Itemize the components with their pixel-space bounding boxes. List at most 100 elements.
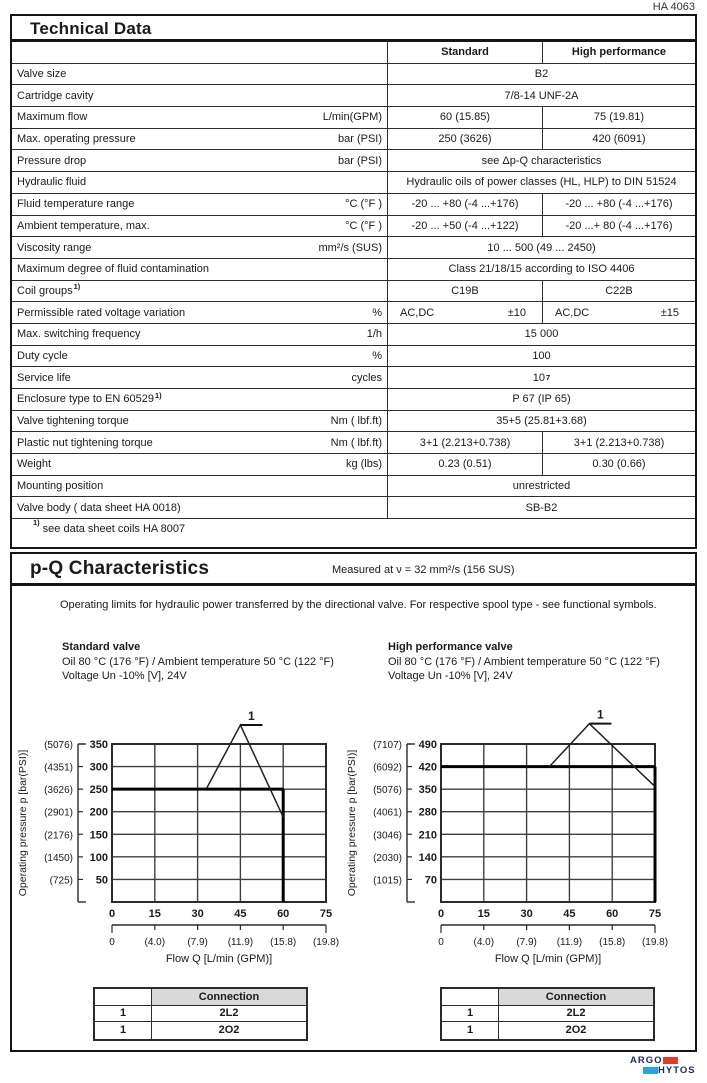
row-label-cell: Max. switching frequency 1/h: [12, 323, 388, 346]
ytick-bar-label: 70: [425, 874, 437, 886]
table-footnote-row: 1) see data sheet coils HA 8007: [12, 519, 695, 548]
row-value-span: unrestricted: [388, 476, 695, 498]
ytick-bar-label: 100: [90, 852, 108, 864]
xtick-gpm-label: (4.0): [474, 937, 495, 948]
row-unit: cycles: [351, 371, 382, 384]
xtick-label: 75: [649, 908, 661, 920]
row-label: Max. operating pressure: [17, 133, 136, 146]
row-label: Enclosure type to EN 605291): [17, 390, 162, 406]
xtick-label: 45: [563, 908, 575, 920]
connection-header-label: Connection: [499, 989, 653, 1006]
table-header-empty-cell: [12, 42, 388, 64]
ytick-psi-label: (1015): [373, 875, 402, 886]
row-label-cell: Ambient temperature, max. °C (°F ): [12, 215, 388, 238]
row-label: Coil groups1): [17, 282, 81, 297]
table-row: Valve size B2: [12, 63, 695, 86]
table-row: Valve tightening torque Nm ( lbf.ft) 35+5 …: [12, 410, 695, 433]
row-unit: Nm ( lbf.ft): [330, 436, 382, 449]
technical-data-title-box: Technical Data: [10, 14, 697, 41]
table-row: Weight kg (lbs) 0.23 (0.51) 0.30 (0.66): [12, 454, 695, 476]
row-value-span: 10 7: [388, 367, 695, 389]
row-label: Hydraulic fluid: [17, 176, 87, 189]
ytick-bar-label: 490: [419, 739, 437, 751]
xtick-gpm-label: (7.9): [187, 937, 208, 948]
xtick-gpm-label: (15.8): [270, 937, 296, 948]
row-label: Viscosity range: [17, 241, 92, 254]
connection-row: 1 2O2: [95, 1022, 306, 1039]
connection-spool-code: 2O2: [565, 1024, 587, 1037]
table-row: Cartridge cavity 7/8-14 UNF-2A: [12, 85, 695, 108]
row-label: Max. switching frequency: [17, 328, 141, 341]
xtick-gpm-label: (19.8): [313, 937, 339, 948]
connection-header-label: Connection: [152, 989, 306, 1006]
connection-header-empty-cell: [95, 989, 152, 1006]
footnote-text: see data sheet coils HA 8007: [42, 523, 186, 536]
table-header-high-performance: High performance: [543, 42, 695, 64]
footnote-marker: 1): [73, 282, 81, 292]
xtick-gpm-label: 0: [438, 937, 444, 948]
xtick-label: 45: [234, 908, 246, 920]
row-value-span: B2: [388, 64, 695, 86]
row-value-standard: 250 (3626): [388, 128, 543, 151]
row-value-standard: -20 ... +80 (-4 ...+176): [388, 193, 543, 216]
connection-spool-code: 2O2: [218, 1024, 240, 1037]
table-row: Service life cycles 10 7: [12, 367, 695, 389]
row-value-high-performance: 0.30 (0.66): [543, 454, 695, 476]
ytick-bar-label: 280: [419, 807, 437, 819]
row-value-high-performance: AC,DC ±15: [543, 302, 695, 324]
row-label: Ambient temperature, max.: [17, 219, 150, 232]
pq-chart-high-performance: 1 490 (7107) 420 (6092) 350 (5076) 280 (4061) 210…: [343, 694, 684, 972]
xtick-gpm-label: (15.8): [599, 937, 625, 948]
row-label: Service life: [17, 371, 71, 384]
table-row: Permissible rated voltage variation% AC,D…: [12, 302, 695, 324]
standard-valve-line1: Oil 80 °C (176 °F) / Ambient temperature…: [62, 655, 334, 668]
section-title-technical-data: Technical Data: [30, 19, 152, 38]
ytick-psi-label: (4351): [44, 763, 73, 774]
row-value-span: see Δp-Q characteristics: [388, 150, 695, 173]
section-title-pq: p-Q Characteristics: [30, 558, 210, 579]
row-unit: °C (°F ): [345, 198, 382, 211]
table-row: Max. switching frequency 1/h 15 000: [12, 323, 695, 346]
pair-left: AC,DC: [555, 306, 590, 319]
table-header-row: Standard High performance: [12, 42, 695, 64]
row-label-cell: Pressure drop bar (PSI): [12, 150, 388, 173]
row-value-span: Class 21/18/15 according to ISO 4406: [388, 259, 695, 281]
ytick-psi-label: (3046): [373, 830, 402, 841]
ytick-psi-label: (6092): [373, 763, 402, 774]
ytick-psi-label: (4061): [373, 808, 402, 819]
ytick-psi-label: (725): [50, 875, 73, 886]
standard-valve-line2: Voltage Un -10% [V], 24V: [62, 670, 187, 682]
row-unit: mm²/s (SUS): [318, 241, 382, 254]
limit-curve: [548, 722, 656, 788]
row-label: Duty cycle: [17, 349, 68, 362]
ytick-psi-label: (2176): [44, 830, 73, 841]
connection-header-row: Connection: [442, 989, 653, 1006]
connection-spool-code: 2L2: [152, 1006, 306, 1023]
x-axis-title: Flow Q [L/min (GPM)]: [166, 953, 272, 965]
table-row: Ambient temperature, max. °C (°F ) -20 ...…: [12, 215, 695, 238]
limit-curve: [205, 723, 284, 818]
row-value-span: 15 000: [388, 324, 695, 346]
standard-valve-conditions: Standard valve Oil 80 °C (176 °F) / Ambi…: [62, 640, 334, 684]
row-unit: °C (°F ): [345, 219, 382, 232]
xtick-label: 60: [606, 908, 618, 920]
xtick-gpm-label: 0: [109, 937, 115, 948]
row-label-cell: Enclosure type to EN 605291): [12, 389, 388, 411]
connection-curve-number: 1: [95, 1005, 152, 1023]
table-row: Maximum degree of fluid contamination Cla…: [12, 258, 695, 281]
xtick-label: 15: [149, 908, 161, 920]
pq-characteristics-content-box: [10, 584, 697, 1052]
table-row: Valve body ( data sheet HA 0018) SB-B2: [12, 497, 695, 520]
technical-data-table: Standard High performance Valve size B2 Cart…: [10, 40, 697, 549]
row-unit: %: [372, 306, 382, 319]
logo-text-hytos: HYTOS: [658, 1065, 696, 1076]
pq-intro-text: Operating limits for hydraulic power tra…: [60, 599, 657, 611]
xtick-label: 0: [109, 908, 115, 920]
row-value-high-performance: 75 (19.81): [543, 107, 695, 129]
row-label: Maximum flow: [17, 111, 88, 124]
connection-row: 1 2O2: [442, 1022, 653, 1039]
row-label: Valve tightening torque: [17, 415, 129, 428]
xtick-gpm-label: (19.8): [642, 937, 668, 948]
xtick-gpm-label: (4.0): [145, 937, 166, 948]
